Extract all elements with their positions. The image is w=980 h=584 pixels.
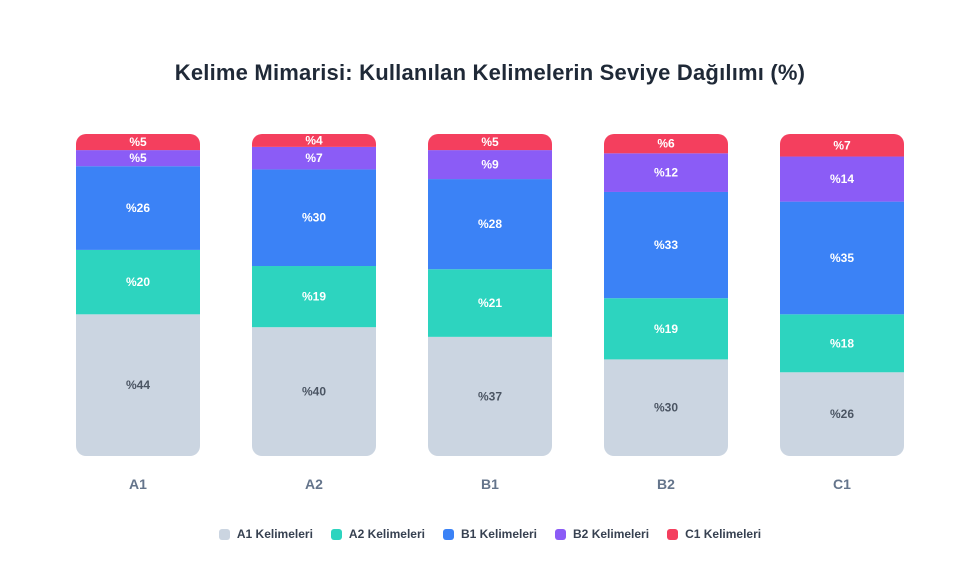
bar-segment-b2-series-2 — [604, 298, 728, 360]
data-label-a1-series-3: %26 — [126, 201, 150, 215]
bar-segment-c1-series-5 — [780, 134, 904, 157]
bar-segment-a2-series-1 — [252, 327, 376, 456]
bar-segment-b1-series-1 — [428, 336, 552, 456]
bar-segment-b2-series-3 — [604, 191, 728, 299]
bar-segment-a1-series-2 — [76, 249, 200, 315]
bar-segment-c1-series-1 — [780, 372, 904, 456]
bar-segment-b2-series-4 — [604, 153, 728, 192]
bar-segment-a1-series-3 — [76, 166, 200, 250]
data-label-a1-series-2: %20 — [126, 275, 150, 289]
data-label-b1-series-5: %5 — [481, 135, 499, 149]
legend-item-series-5: C1 Kelimeleri — [667, 527, 761, 541]
legend-label: A1 Kelimeleri — [236, 527, 313, 541]
data-label-b2-series-2: %19 — [654, 322, 678, 336]
bar-segment-a2-series-4 — [252, 146, 376, 170]
bar-segment-a1-series-1 — [76, 314, 200, 456]
chart-legend: A1 Kelimeleri A2 Kelimeleri B1 Kelimeleri B… — [0, 527, 980, 541]
legend-label: A2 Kelimeleri — [348, 527, 425, 541]
chart-title: Kelime Mimarisi: Kullanılan Kelimelerin … — [174, 60, 806, 85]
legend-item-series-4: B2 Kelimeleri — [555, 527, 649, 541]
bar-segment-c1-series-4 — [780, 156, 904, 202]
legend-swatch — [442, 528, 454, 540]
data-label-c1-series-5: %7 — [833, 138, 851, 152]
data-label-a2-series-4: %7 — [305, 151, 323, 165]
bar-stack-c1 — [780, 134, 904, 456]
data-label-a2-series-1: %40 — [302, 385, 326, 399]
legend-swatch — [218, 528, 230, 540]
data-label-a2-series-2: %19 — [302, 290, 326, 304]
data-label-a1-series-5: %5 — [129, 135, 147, 149]
bar-stack-a2 — [252, 134, 376, 456]
data-label-b2-series-1: %30 — [654, 401, 678, 415]
bar-segment-c1-series-2 — [780, 314, 904, 373]
legend-swatch — [667, 528, 679, 540]
data-label-a1-series-1: %44 — [126, 378, 150, 392]
bar-segment-b1-series-3 — [428, 179, 552, 270]
category-label-b2: B2 — [657, 476, 675, 492]
bar-segment-a2-series-5 — [252, 134, 376, 147]
bar-stack-b1 — [428, 134, 552, 456]
bar-segment-b2-series-1 — [604, 359, 728, 456]
legend-label: B2 Kelimeleri — [573, 527, 650, 541]
bar-segment-b1-series-4 — [428, 150, 552, 180]
data-label-a1-series-4: %5 — [129, 151, 147, 165]
legend-label: C1 Kelimeleri — [685, 527, 762, 541]
bar-segment-a1-series-4 — [76, 150, 200, 167]
bar-stack-b2 — [604, 134, 728, 456]
legend-swatch — [330, 528, 342, 540]
legend-item-series-1: A1 Kelimeleri — [218, 527, 313, 541]
legend-swatch — [555, 528, 567, 540]
bar-segment-a1-series-5 — [76, 134, 200, 151]
data-label-c1-series-4: %14 — [830, 172, 854, 186]
data-label-b2-series-3: %33 — [654, 238, 678, 252]
data-label-b2-series-4: %12 — [654, 166, 678, 180]
bar-segment-b2-series-5 — [604, 134, 728, 154]
data-label-c1-series-2: %18 — [830, 336, 854, 350]
category-label-a1: A1 — [129, 476, 147, 492]
legend-item-series-3: B1 Kelimeleri — [442, 527, 538, 541]
category-label-c1: C1 — [833, 476, 851, 492]
category-label-b1: B1 — [481, 476, 499, 492]
data-label-b1-series-1: %37 — [478, 389, 502, 403]
bar-segment-c1-series-3 — [780, 201, 904, 315]
legend-item-series-2: A2 Kelimeleri — [330, 527, 425, 541]
bar-segment-a2-series-3 — [252, 169, 376, 267]
bar-segment-b1-series-5 — [428, 134, 552, 151]
data-label-b1-series-2: %21 — [478, 296, 502, 310]
legend-label: B1 Kelimeleri — [460, 527, 538, 541]
data-label-c1-series-1: %26 — [830, 407, 854, 421]
data-label-a2-series-3: %30 — [302, 211, 326, 225]
bar-segment-a2-series-2 — [252, 266, 376, 328]
data-label-c1-series-3: %35 — [830, 251, 854, 265]
data-label-a2-series-5: %4 — [305, 133, 323, 147]
data-label-b1-series-4: %9 — [481, 158, 499, 172]
bar-stack-a1 — [76, 134, 200, 456]
category-label-a2: A2 — [305, 476, 323, 492]
data-label-b1-series-3: %28 — [478, 217, 502, 231]
data-label-b2-series-5: %6 — [657, 137, 675, 151]
bar-segment-b1-series-2 — [428, 269, 552, 337]
